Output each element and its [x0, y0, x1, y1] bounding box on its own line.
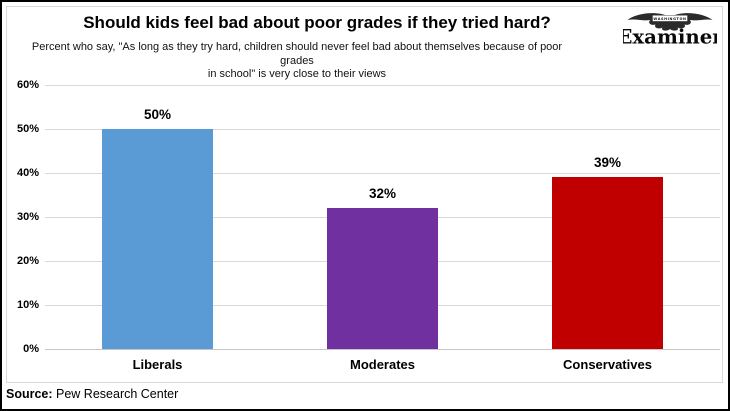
y-axis: 0% 10% 20% 30% 40% 50% 60% [7, 79, 41, 355]
source-text: Pew Research Center [52, 387, 179, 401]
chart-subtitle-line2: in school" is very close to their views [207, 68, 387, 80]
chart-plot-frame: Should kids feel bad about poor grades i… [6, 6, 723, 383]
logo-banner [652, 15, 688, 22]
gridline [45, 128, 720, 130]
x-axis-category-label: Moderates [349, 357, 416, 372]
chart-subtitle-line1: Percent who say, "As long as they try ha… [31, 41, 563, 67]
chart-subtitle: Percent who say, "As long as they try ha… [27, 41, 567, 82]
bar-value-label: 32% [368, 186, 397, 202]
source-note: Source: Pew Research Center [6, 387, 178, 401]
bar-value-label: 50% [143, 107, 172, 122]
y-axis-tick-label: 50% [16, 123, 39, 135]
eagle-icon [627, 13, 713, 31]
x-axis-line [45, 348, 720, 350]
gridline [45, 84, 720, 86]
plot-area: 50% 32% 39% [45, 84, 720, 350]
y-axis-tick-label: 40% [16, 167, 39, 179]
y-axis-tick-label: 0% [23, 343, 39, 355]
x-axis: Liberals Moderates Conservatives [45, 357, 720, 372]
chart-title: Should kids feel bad about poor grades i… [83, 13, 551, 32]
y-axis-tick-label: 30% [16, 211, 39, 223]
y-axis-tick-label: 20% [16, 255, 39, 267]
y-axis-tick-label: 60% [16, 79, 39, 91]
x-axis-category-label: Conservatives [563, 357, 652, 372]
bar-liberals [102, 129, 213, 349]
gridline [45, 172, 720, 174]
logo-examiner-text: Examiner [623, 24, 717, 48]
source-label: Source: [6, 387, 53, 401]
bar-conservatives [552, 177, 663, 349]
washington-examiner-logo: WASHINGTON Examiner [623, 13, 717, 48]
y-axis-tick-label: 10% [16, 299, 39, 311]
bar-value-label: 39% [593, 155, 622, 171]
bar-moderates [327, 208, 438, 349]
x-axis-category-label: Liberals [132, 357, 183, 372]
logo-washington-text: WASHINGTON [653, 17, 686, 21]
